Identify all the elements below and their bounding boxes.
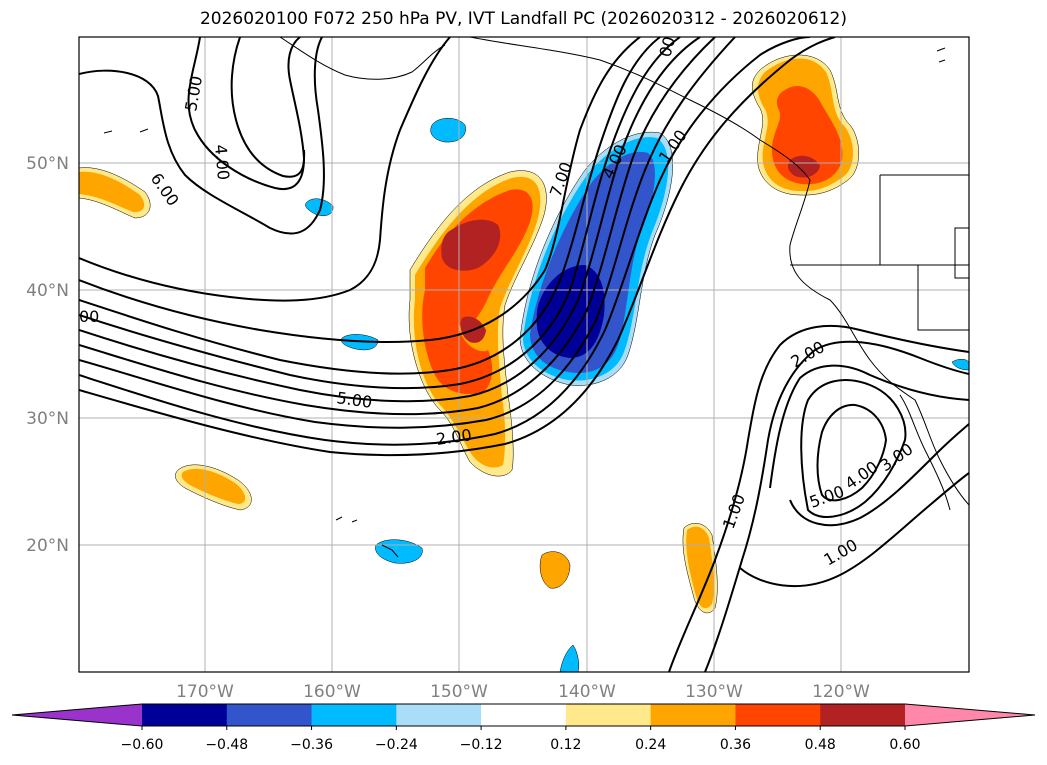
colorbar-extend-low	[12, 704, 142, 726]
colorbar-segment	[820, 704, 906, 726]
latitude-labels: 50°N 40°N 30°N 20°N	[26, 154, 69, 556]
colorbar-tick-label: 0.60	[889, 737, 920, 753]
lon-label-150w: 150°W	[430, 682, 488, 702]
positive-anomaly-pnw-core	[787, 155, 820, 178]
colorbar-tick-label: 0.36	[720, 737, 751, 753]
lat-label-20n: 20°N	[26, 536, 69, 556]
contour-label: 1.00	[719, 491, 749, 531]
contour-label: 00	[79, 307, 99, 326]
colorbar: −0.60 −0.48 −0.36 −0.24 −0.12 0.12 0.24 0.36 0.4…	[11, 703, 1036, 753]
pv-contours	[79, 37, 969, 672]
colorbar-tick-label: −0.12	[460, 737, 503, 753]
shaded-fields	[79, 54, 969, 672]
lon-label-130w: 130°W	[685, 682, 743, 702]
map-frame	[78, 36, 970, 673]
colorbar-segment	[481, 704, 567, 726]
colorbar-tick-label: 0.12	[550, 737, 581, 753]
lon-label-170w: 170°W	[176, 682, 234, 702]
contour-label: 1.00	[655, 126, 691, 166]
longitude-labels: 170°W 160°W 150°W 140°W 130°W 120°W	[176, 682, 870, 702]
colorbar-segment	[226, 704, 313, 726]
negative-patch-4	[375, 539, 423, 564]
contour-label: 6.00	[147, 169, 183, 209]
lat-label-40n: 40°N	[26, 281, 69, 301]
contour-label: 00	[656, 34, 680, 59]
negative-patch-1	[430, 118, 466, 143]
contour-label: 3.00	[876, 439, 916, 475]
colorbar-tick-label: −0.36	[290, 737, 333, 753]
map-plot-area: 5.00 4.00 6.00 7.00 4.00 1.00 5.00 2.00 …	[79, 34, 969, 672]
lat-label-30n: 30°N	[26, 409, 69, 429]
colorbar-segment	[311, 704, 397, 726]
colorbar-segment	[650, 704, 736, 726]
colorbar-tick-label: −0.48	[205, 737, 248, 753]
positive-anomaly-west-mid	[79, 171, 145, 213]
map-title: 2026020100 F072 250 hPa PV, IVT Landfall…	[199, 9, 847, 29]
contour-label: 2.00	[435, 425, 473, 449]
colorbar-tick-label: −0.24	[375, 737, 418, 753]
lat-label-50n: 50°N	[26, 154, 69, 174]
graticule	[79, 37, 969, 672]
coastlines	[103, 37, 969, 558]
positive-anomaly-east-tongue-mid	[686, 526, 714, 609]
lon-label-160w: 160°W	[303, 682, 361, 702]
negative-patch-6	[951, 359, 969, 371]
positive-anomaly-central-core	[441, 219, 501, 271]
colorbar-segment	[565, 704, 652, 726]
negative-patch-5	[559, 644, 580, 672]
positive-anomaly-hawaii-nw-mid	[181, 468, 246, 504]
colorbar-extend-high	[905, 704, 1035, 726]
colorbar-segment	[396, 704, 482, 726]
colorbar-tick-label: 0.24	[635, 737, 666, 753]
colorbar-segment	[735, 704, 821, 726]
contour-label: 5.00	[181, 74, 206, 112]
contour-label: 5.00	[335, 388, 373, 412]
colorbar-segment	[142, 704, 228, 726]
contour-label: 4.00	[211, 144, 233, 181]
positive-anomaly-small	[539, 551, 571, 589]
colorbar-tick-label: −0.60	[121, 737, 164, 753]
colorbar-tick-label: 0.48	[805, 737, 836, 753]
lon-label-120w: 120°W	[812, 682, 870, 702]
negative-patch-2	[305, 198, 334, 216]
lon-label-140w: 140°W	[558, 682, 616, 702]
